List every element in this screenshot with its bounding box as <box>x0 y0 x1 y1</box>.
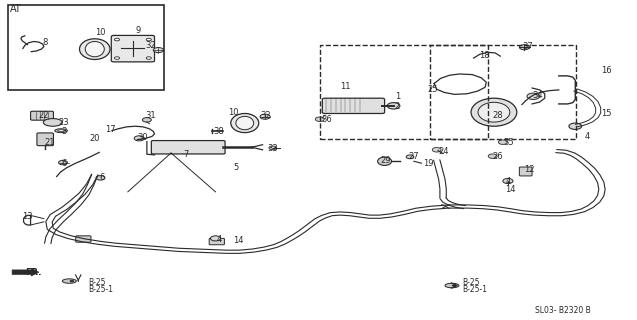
FancyBboxPatch shape <box>209 238 224 245</box>
Bar <box>320 45 488 139</box>
Circle shape <box>519 45 529 50</box>
Text: B-25-1: B-25-1 <box>462 285 487 294</box>
Circle shape <box>315 117 324 122</box>
Circle shape <box>143 118 152 122</box>
Text: 21: 21 <box>44 138 54 147</box>
Text: 15: 15 <box>601 109 612 118</box>
Text: 26: 26 <box>492 152 503 161</box>
Ellipse shape <box>445 283 459 288</box>
Circle shape <box>569 123 582 129</box>
Text: 3: 3 <box>61 127 66 136</box>
Text: 6: 6 <box>99 173 104 182</box>
Ellipse shape <box>236 116 254 130</box>
Circle shape <box>527 93 540 100</box>
Text: 14: 14 <box>233 236 244 245</box>
Circle shape <box>134 136 145 141</box>
Text: 13: 13 <box>22 212 32 221</box>
Text: 29: 29 <box>380 156 390 165</box>
Text: 23: 23 <box>58 118 69 127</box>
Text: 19: 19 <box>423 159 433 168</box>
Circle shape <box>453 284 457 286</box>
Circle shape <box>488 154 497 158</box>
Text: 11: 11 <box>340 82 350 91</box>
Circle shape <box>115 57 120 59</box>
Text: 16: 16 <box>601 66 612 75</box>
Text: 22: 22 <box>39 111 49 120</box>
Text: 33: 33 <box>268 144 278 153</box>
Text: 20: 20 <box>90 134 100 143</box>
Bar <box>8 5 164 90</box>
Circle shape <box>503 179 513 184</box>
Text: 37: 37 <box>522 42 533 51</box>
Text: 12: 12 <box>524 165 535 174</box>
Text: 4: 4 <box>584 132 589 141</box>
Text: 27: 27 <box>409 152 419 161</box>
Ellipse shape <box>80 39 110 60</box>
Text: 2: 2 <box>395 102 400 111</box>
Text: 36: 36 <box>321 115 332 124</box>
Text: 32: 32 <box>260 111 271 120</box>
FancyBboxPatch shape <box>111 36 155 62</box>
Bar <box>430 45 576 139</box>
Circle shape <box>498 140 507 144</box>
Circle shape <box>269 146 276 150</box>
Circle shape <box>147 57 152 59</box>
Text: 4: 4 <box>217 235 222 244</box>
Circle shape <box>115 38 120 41</box>
FancyBboxPatch shape <box>152 140 225 154</box>
Text: 10: 10 <box>228 108 239 117</box>
FancyBboxPatch shape <box>76 236 91 242</box>
Circle shape <box>387 103 400 109</box>
Ellipse shape <box>55 129 68 132</box>
Circle shape <box>96 176 105 180</box>
Ellipse shape <box>231 114 259 132</box>
Text: 31: 31 <box>146 111 156 120</box>
Text: 35: 35 <box>503 138 513 147</box>
Circle shape <box>154 48 164 52</box>
Text: 17: 17 <box>106 125 116 134</box>
Text: 34: 34 <box>532 91 543 100</box>
Text: 5: 5 <box>233 163 239 172</box>
Text: B-25: B-25 <box>89 278 106 287</box>
Text: 18: 18 <box>478 51 489 60</box>
Text: 38: 38 <box>213 127 224 136</box>
Circle shape <box>433 148 441 152</box>
Text: FR.: FR. <box>25 268 41 277</box>
Text: 10: 10 <box>95 28 105 37</box>
Text: 28: 28 <box>492 111 503 120</box>
Ellipse shape <box>43 119 62 126</box>
Ellipse shape <box>85 42 104 57</box>
Circle shape <box>59 160 68 165</box>
Ellipse shape <box>58 130 64 132</box>
FancyBboxPatch shape <box>322 98 385 114</box>
Text: B-25-1: B-25-1 <box>89 285 113 294</box>
Ellipse shape <box>478 102 510 122</box>
Circle shape <box>147 38 152 41</box>
Text: 24: 24 <box>438 147 448 156</box>
Text: 25: 25 <box>428 85 438 94</box>
Ellipse shape <box>471 98 517 126</box>
Text: 14: 14 <box>505 185 516 194</box>
Ellipse shape <box>62 279 76 283</box>
Text: AT: AT <box>10 4 22 14</box>
Polygon shape <box>12 268 39 276</box>
FancyBboxPatch shape <box>31 111 54 120</box>
Text: 4: 4 <box>505 177 511 186</box>
Circle shape <box>70 280 74 282</box>
FancyBboxPatch shape <box>37 133 54 146</box>
Text: 1: 1 <box>395 92 400 101</box>
Text: 32: 32 <box>146 41 156 51</box>
Text: B-25: B-25 <box>462 278 480 287</box>
Text: 9: 9 <box>136 26 141 35</box>
Text: 7: 7 <box>183 150 189 159</box>
Text: SL03- B2320 B: SL03- B2320 B <box>534 306 590 315</box>
Text: 30: 30 <box>138 133 148 142</box>
FancyBboxPatch shape <box>519 167 532 176</box>
Ellipse shape <box>378 157 392 165</box>
Text: 6: 6 <box>62 159 67 168</box>
Circle shape <box>260 114 270 119</box>
Text: 8: 8 <box>43 38 48 47</box>
Circle shape <box>210 236 220 241</box>
Circle shape <box>406 155 414 159</box>
